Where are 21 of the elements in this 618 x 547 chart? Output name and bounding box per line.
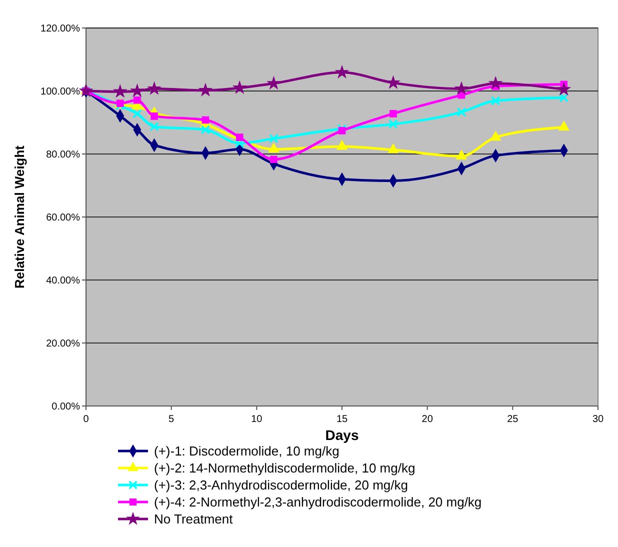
y-tick-label: 0.00% [52,402,80,412]
x-tick-label: 0 [83,414,90,425]
x-tick-label: 30 [592,414,604,425]
y-tick-label: 40.00% [46,276,80,286]
legend-label: (+)-1: Discodermolide, 10 mg/kg [154,444,340,459]
y-axis-title: Relative Animal Weight [12,144,27,289]
y-tick-label: 20.00% [46,338,80,350]
legend-label: (+)-3: 2,3-Anhydrodiscodermolide, 20 mg/kg [154,478,408,493]
x-tick-label: 5 [168,414,175,425]
x-tick-label: 20 [422,414,434,425]
x-tick-label: 25 [507,414,519,425]
y-tick-label: 120.00% [40,24,80,34]
y-tick-label: 80.00% [46,150,80,160]
x-tick-label: 10 [251,414,263,425]
legend-label: (+)-4: 2-Normethyl-2,3-anhydrodiscodermolide, 20 mg/kg [154,494,482,510]
legend-label: (+)-2: 14-Normethyldiscodermolide, 10 mg/kg [154,460,416,476]
x-tick-label: 15 [336,414,348,425]
legend-label: No Treatment [154,512,234,527]
x-axis-title: Days [325,427,359,443]
y-tick-label: 100.00% [40,86,80,98]
y-tick-label: 60.00% [46,212,80,224]
